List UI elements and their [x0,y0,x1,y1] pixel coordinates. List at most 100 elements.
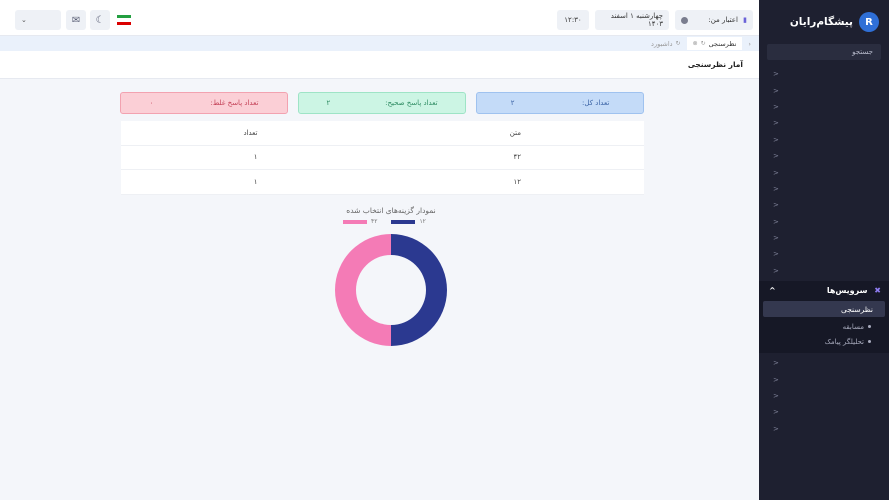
sidebar-item[interactable]: < [759,197,889,213]
stat-value: ۰ [149,99,154,107]
table-row: ۴۲ ۱ [121,146,644,170]
iran-flag-icon [117,15,131,25]
date-display: چهارشنبه ۱ اسفند ۱۴۰۳ [595,10,669,30]
chevron-left-icon: < [773,86,779,95]
chart-title: نمودار گزینه‌های انتخاب شده [346,206,436,215]
time-text: ۱۲:۳۰ [564,16,582,24]
refresh-icon[interactable]: ↻ [700,40,706,47]
sidebar-item[interactable]: < [759,246,889,262]
tab-label: داشبورد [651,39,673,48]
donut-slice-0[interactable] [391,234,447,346]
chevron-left-icon: < [773,408,779,417]
chevron-left-icon: < [773,234,779,243]
top-bar: ▮ اعتبار من: چهارشنبه ۱ اسفند ۱۴۰۳ ۱۲:۳۰… [0,0,759,36]
sidebar-item-sms-analyzer[interactable]: تحلیلگر پیامک [759,334,889,349]
mail-icon: ✉ [71,14,81,26]
sidebar-item[interactable]: < [759,388,889,404]
table-cell: ۱۲ [513,177,521,186]
chevron-left-icon: < [773,102,779,111]
chevron-left-icon: < [773,392,779,401]
sidebar-item-label: تحلیلگر پیامک [824,337,864,346]
chevron-left-icon: < [773,217,779,226]
sidebar-item-contest[interactable]: مسابقه [759,319,889,334]
sidebar-item[interactable]: < [759,148,889,164]
tab-nav-arrow[interactable]: ‹ [742,37,757,50]
sidebar-menu: < < < < < < < < < < < < < ✖ سرویس‌ها ^ ن… [759,66,889,437]
chevron-left-icon: < [773,184,779,193]
chevron-left-icon: < [773,168,779,177]
chevron-left-icon: < [773,135,779,144]
sidebar-item[interactable]: < [759,230,889,246]
legend-swatch[interactable] [391,219,416,224]
user-menu-select[interactable]: ⌄ [15,10,61,30]
sidebar-item-label: نظرسنجی [840,304,873,314]
credit-chip[interactable]: ▮ اعتبار من: [675,10,753,30]
tab-label: نظرسنجی [708,39,737,48]
moon-icon: ☾ [95,14,105,26]
sidebar-item[interactable]: < [759,99,889,115]
donut-chart [335,234,447,346]
table-header-row: متن تعداد [121,121,644,146]
brand-logo-icon: R [859,12,879,32]
chevron-down-icon: ⌄ [21,16,27,24]
stat-card-correct: تعداد پاسخ صحیح: ۲ [298,92,466,114]
stat-label: تعداد کل: [581,99,610,107]
sidebar-group-header[interactable]: ✖ سرویس‌ها ^ [759,281,889,299]
sidebar-search[interactable]: جستجو [767,44,881,60]
sidebar-item[interactable]: < [759,132,889,148]
close-icon[interactable]: ⊗ [692,40,698,47]
sidebar-item[interactable]: < [759,82,889,98]
info-icon [681,16,688,24]
sidebar-item[interactable]: < [759,181,889,197]
wallet-icon: ▮ [743,16,747,24]
stat-value: ۲ [510,99,515,107]
sidebar-group-label: سرویس‌ها [826,285,868,295]
language-button[interactable] [114,10,134,30]
page-header: آمار نظرسنجی [0,51,759,79]
sidebar-item[interactable]: < [759,421,889,437]
chevron-left-icon: < [773,152,779,161]
sidebar-item[interactable]: < [759,404,889,420]
table-header-text: متن [509,128,521,137]
table-cell: ۱ [253,177,258,186]
sidebar-item[interactable]: < [759,115,889,131]
sidebar-item-survey[interactable]: نظرسنجی [763,301,885,318]
sidebar-item[interactable]: < [759,355,889,371]
stat-card-total: تعداد کل: ۲ [476,92,644,114]
stat-label: تعداد پاسخ صحیح: [385,99,438,107]
chevron-left-icon: < [773,266,779,275]
refresh-icon[interactable]: ↻ [675,40,681,47]
page-tabs: ‹ نظرسنجی ↻ ⊗ ↻ داشبورد [0,36,759,51]
sidebar-item[interactable]: < [759,371,889,387]
sidebar-item[interactable]: < [759,164,889,180]
stat-label: تعداد پاسخ غلط: [210,99,259,107]
sidebar-item[interactable]: < [759,66,889,82]
results-table: متن تعداد ۴۲ ۱ ۱۲ ۱ [121,121,644,195]
chart-legend: ۴۲ ۱۲ [343,218,426,225]
sidebar-item-label: مسابقه [842,322,864,331]
date-text: چهارشنبه ۱ اسفند ۱۴۰۳ [610,12,663,28]
chevron-left-icon: < [773,201,779,210]
tab-dashboard[interactable]: ↻ داشبورد [645,37,687,50]
sidebar-item[interactable]: < [759,263,889,279]
theme-toggle-button[interactable]: ☾ [90,10,110,30]
legend-swatch[interactable] [343,219,367,224]
donut-slice-1[interactable] [335,234,391,346]
chevron-up-icon: ^ [769,285,776,295]
brand-name: پیشگام‌رایان [789,16,853,28]
chevron-left-icon: < [773,250,779,259]
table-row: ۱۲ ۱ [121,170,644,195]
bullet-icon [868,340,871,344]
chevron-left-icon: < [773,359,779,368]
legend-label: ۴۲ [371,218,378,225]
table-header-count: تعداد [243,128,258,137]
stat-card-wrong: تعداد پاسخ غلط: ۰ [120,92,288,114]
tab-survey[interactable]: نظرسنجی ↻ ⊗ [686,37,743,50]
table-cell: ۱ [253,153,258,162]
sidebar-search-label: جستجو [852,48,873,56]
brand[interactable]: R پیشگام‌رایان [759,0,889,44]
messages-button[interactable]: ✉ [66,10,86,30]
sidebar-item[interactable]: < [759,214,889,230]
bullet-icon [868,325,871,329]
credit-label: اعتبار من: [708,16,738,24]
